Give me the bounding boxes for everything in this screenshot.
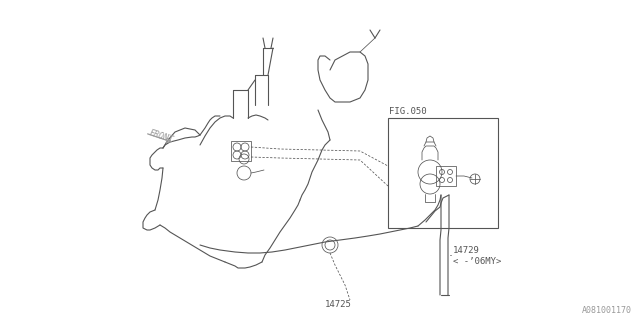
Text: < -’06MY>: < -’06MY> bbox=[453, 257, 501, 266]
Bar bbox=[388, 118, 498, 228]
Text: FRONT: FRONT bbox=[148, 129, 175, 145]
Text: A081001170: A081001170 bbox=[582, 306, 632, 315]
Text: FIG.050: FIG.050 bbox=[389, 107, 427, 116]
Text: 14729: 14729 bbox=[453, 246, 480, 255]
Bar bbox=[231, 141, 251, 161]
Bar bbox=[436, 166, 456, 186]
Text: 14725: 14725 bbox=[325, 300, 352, 309]
